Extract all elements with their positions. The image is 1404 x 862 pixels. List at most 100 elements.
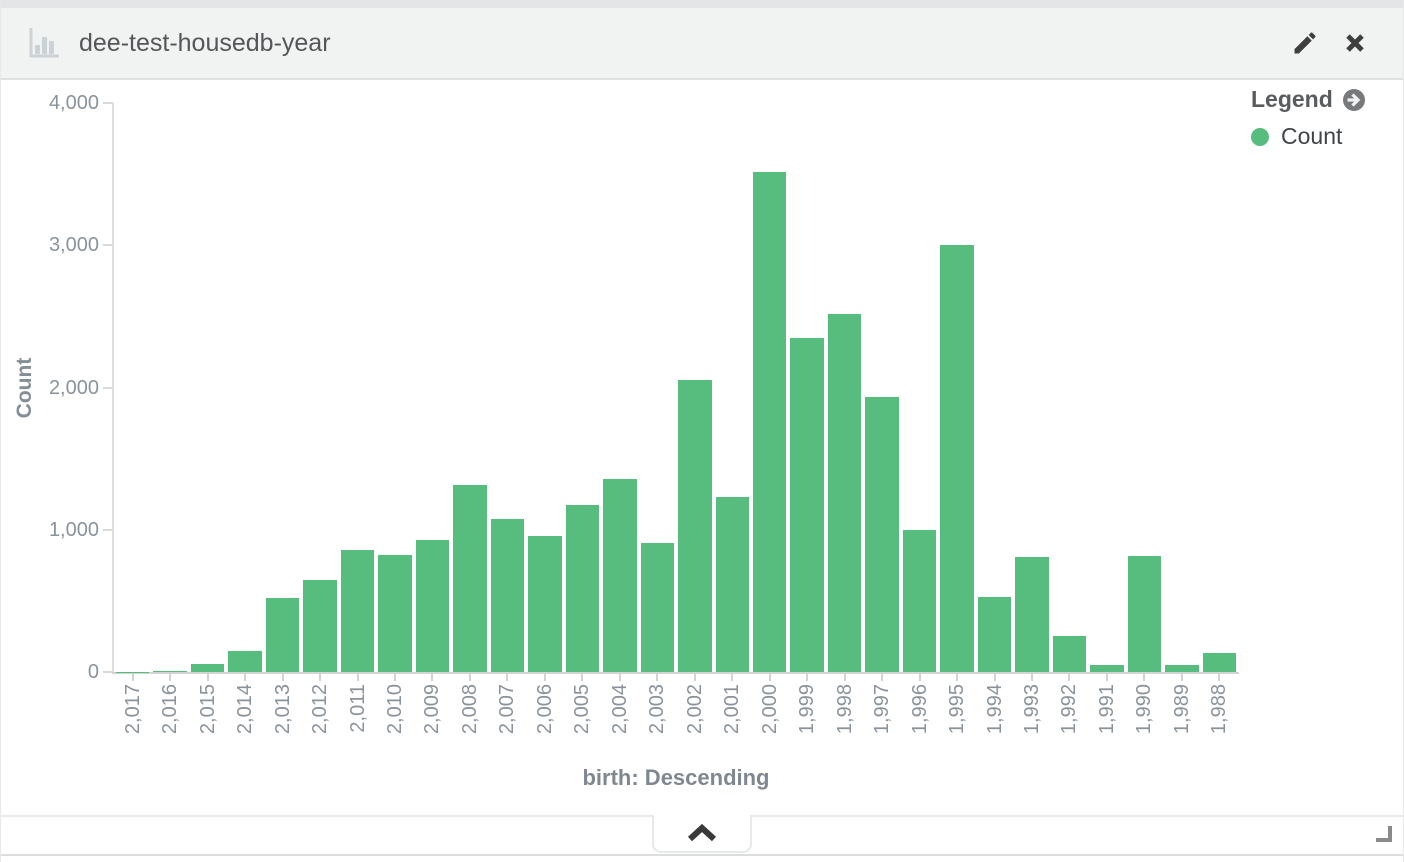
bar[interactable]	[603, 479, 637, 672]
x-axis-label: 2,001	[721, 684, 744, 735]
bar[interactable]	[715, 497, 749, 672]
bar[interactable]	[790, 337, 824, 672]
resize-handle-icon[interactable]	[1376, 826, 1392, 842]
x-tick	[431, 674, 434, 681]
bar[interactable]	[415, 539, 450, 672]
bar[interactable]	[1090, 664, 1124, 672]
bar-slot	[863, 103, 900, 672]
x-cell: 2,010	[376, 674, 413, 764]
x-tick	[319, 674, 322, 681]
x-tick	[1218, 674, 1221, 681]
bar-slot	[1126, 103, 1163, 672]
x-axis-label: 2,012	[309, 684, 332, 735]
x-axis-label: 1,988	[1208, 684, 1231, 735]
bar[interactable]	[865, 396, 899, 672]
bar-slot	[601, 103, 638, 672]
x-axis-label: 2,010	[384, 684, 407, 735]
legend-toggle[interactable]: Legend	[1251, 86, 1367, 113]
x-cell: 2,004	[601, 674, 638, 764]
x-cell: 2,011	[339, 674, 376, 764]
bar[interactable]	[1165, 664, 1199, 672]
x-cell: 1,990	[1126, 674, 1163, 764]
y-tick	[103, 102, 113, 104]
x-axis-label: 2,015	[196, 684, 219, 735]
legend-item-count[interactable]: Count	[1251, 123, 1367, 150]
bar[interactable]	[678, 380, 712, 672]
bar[interactable]	[1202, 652, 1237, 672]
x-cell: 1,994	[976, 674, 1013, 764]
x-tick	[356, 674, 359, 681]
bar[interactable]	[340, 549, 375, 672]
bar-slot	[751, 103, 788, 672]
bar[interactable]	[228, 651, 262, 672]
bar[interactable]	[827, 314, 862, 672]
bar[interactable]	[940, 245, 974, 672]
close-icon[interactable]	[1341, 29, 1369, 57]
bar-slot	[451, 103, 488, 672]
bar-slot	[301, 103, 338, 672]
bar[interactable]	[453, 484, 487, 672]
x-tick	[468, 674, 471, 681]
edit-pencil-icon[interactable]	[1291, 29, 1319, 57]
bar-slot	[1051, 103, 1088, 672]
x-tick	[656, 674, 659, 681]
x-axis-label: 1,990	[1133, 684, 1156, 735]
arrow-circle-right-icon	[1342, 88, 1365, 111]
x-cell: 1,997	[863, 674, 900, 764]
legend-swatch	[1251, 127, 1269, 146]
bar[interactable]	[303, 579, 337, 672]
x-cell: 1,992	[1051, 674, 1088, 764]
x-axis-label: 1,996	[908, 684, 931, 735]
x-cell: 2,008	[451, 674, 488, 764]
x-axis-label: 2,003	[646, 684, 669, 735]
bar-slot	[1201, 103, 1238, 672]
x-axis-label: 2,017	[121, 684, 144, 735]
bar[interactable]	[977, 596, 1012, 672]
bottom-divider	[1, 854, 1403, 856]
bar[interactable]	[1127, 556, 1162, 672]
bar[interactable]	[1015, 556, 1049, 672]
x-tick	[131, 674, 134, 681]
bar[interactable]	[190, 664, 225, 672]
bar[interactable]	[640, 542, 675, 672]
x-cell: 2,006	[526, 674, 563, 764]
bar[interactable]	[265, 598, 300, 672]
y-tick	[103, 671, 113, 673]
bar[interactable]	[565, 504, 600, 672]
x-axis-label: 1,999	[796, 684, 819, 735]
x-cell: 1,999	[788, 674, 825, 764]
bar[interactable]	[153, 670, 187, 672]
y-axis-line	[112, 103, 114, 674]
x-cell: 1,988	[1201, 674, 1238, 764]
bar-slot	[264, 103, 301, 672]
bar-slot	[676, 103, 713, 672]
bar-slot	[414, 103, 451, 672]
bar[interactable]	[902, 529, 937, 672]
x-axis-label: 1,991	[1095, 684, 1118, 735]
x-axis-label: 1,995	[946, 684, 969, 735]
x-cell: 2,014	[226, 674, 263, 764]
bar-slot	[976, 103, 1013, 672]
bar-slot	[1013, 103, 1050, 672]
x-axis-label: 1,992	[1058, 684, 1081, 735]
y-tick	[103, 386, 113, 389]
y-axis-label: 3,000	[48, 234, 99, 257]
bar-slot	[151, 103, 188, 672]
bar-slot	[114, 103, 151, 672]
bar-slot	[189, 103, 226, 672]
x-cell: 1,995	[938, 674, 975, 764]
bar[interactable]	[752, 172, 787, 672]
x-cell: 1,998	[826, 674, 863, 764]
x-cell: 2,003	[639, 674, 676, 764]
bar[interactable]	[490, 519, 525, 672]
x-tick	[731, 674, 734, 681]
bar[interactable]	[528, 536, 562, 672]
x-cell: 2,016	[151, 674, 188, 764]
x-cell: 2,005	[564, 674, 601, 764]
collapse-tab[interactable]	[652, 815, 752, 853]
x-tick	[881, 674, 884, 681]
y-axis-label: 4,000	[48, 92, 99, 114]
bar[interactable]	[378, 554, 412, 672]
bar[interactable]	[1052, 635, 1087, 672]
